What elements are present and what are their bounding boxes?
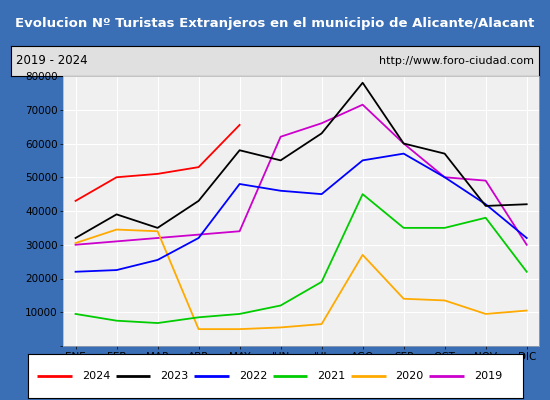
Text: 2022: 2022 <box>239 371 267 381</box>
Text: 2023: 2023 <box>161 371 189 381</box>
Text: Evolucion Nº Turistas Extranjeros en el municipio de Alicante/Alacant: Evolucion Nº Turistas Extranjeros en el … <box>15 16 535 30</box>
Text: 2021: 2021 <box>317 371 345 381</box>
Text: 2019 - 2024: 2019 - 2024 <box>16 54 88 68</box>
Text: 2019: 2019 <box>474 371 502 381</box>
Text: 2024: 2024 <box>82 371 111 381</box>
Text: http://www.foro-ciudad.com: http://www.foro-ciudad.com <box>379 56 534 66</box>
Text: 2020: 2020 <box>395 371 424 381</box>
